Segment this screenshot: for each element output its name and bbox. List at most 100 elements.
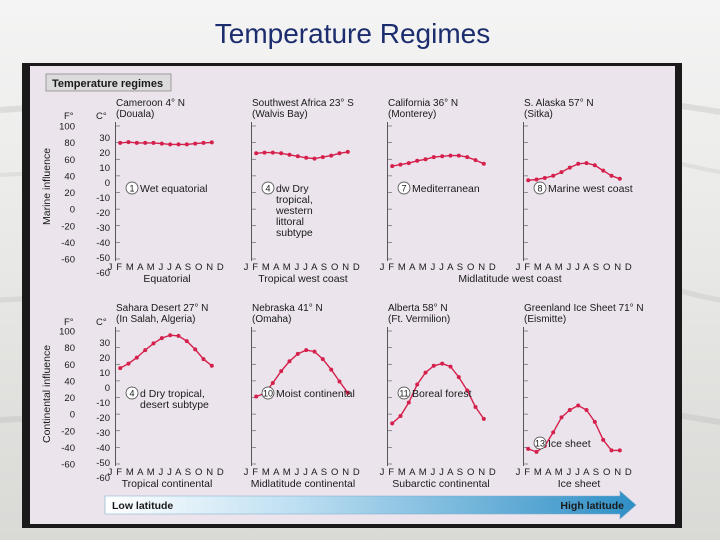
c-tick-label: -30 [96,428,110,439]
climate-number: 8 [537,184,542,194]
station-place: (In Salah, Algeria) [116,314,196,325]
row-label-continental: Continental influence [41,345,53,443]
climate-label: Marine west coast [548,183,633,195]
data-point [312,349,317,354]
data-point [201,357,206,362]
data-point [287,359,292,364]
climate-badge [261,181,275,195]
axis-ticks: 100806040200-20-40-603020100-10-20-30-40… [59,122,110,484]
station-name: Cameroon 4° N [116,98,185,109]
climate-badge [533,181,547,195]
month-labels: J F M A M J J A S O N D [380,467,497,478]
temperature-curve [528,162,621,181]
f-tick-label: -40 [61,238,75,249]
month-labels: J F M A M J J A S O N D [244,262,361,273]
f-tick-label: 60 [64,360,75,371]
data-point [320,155,325,160]
data-point [168,333,173,338]
climograph-panel: Sahara Desert 27° N(In Salah, Algeria) J … [108,303,225,478]
climate-label: Moist continental [276,388,355,400]
data-point [576,403,581,408]
f-tick-label: -40 [61,443,75,454]
group-label-tropical-cont: Tropical continental [122,478,213,490]
data-point [601,437,606,442]
data-point [406,400,411,405]
data-point [415,158,420,163]
f-tick-label: 0 [70,410,75,421]
data-point [304,155,309,160]
month-labels: J F M A M J J A S O N D [108,262,225,273]
data-point [481,416,486,421]
c-tick-label: -40 [96,443,110,454]
climate-badge [125,181,139,195]
data-point [617,176,622,181]
climate-badge [397,181,411,195]
data-point [448,153,453,158]
chart-panels: Cameroon 4° N(Douala) J F M A M J J A S O… [108,98,644,478]
data-point [287,152,292,157]
group-label-midlat-cont: Midlatitude continental [251,478,355,490]
data-point [184,142,189,147]
climograph-panel: Nebraska 41° N(Omaha) J F M A M J J A S O… [244,303,361,478]
f-tick-label: 100 [59,122,75,133]
data-point [126,140,131,145]
group-label-equatorial: Equatorial [143,273,190,285]
month-labels: J F M A M J J A S O N D [244,467,361,478]
climate-label: littoral [276,216,304,228]
data-point [193,347,198,352]
unit-c-bottom: C° [96,317,107,328]
climograph-panel: California 36° N(Monterey) J F M A M J J … [380,98,496,273]
station-place: (Eismitte) [524,314,566,325]
data-point [398,414,403,418]
temperature-curve [120,141,212,146]
climate-label: Ice sheet [548,438,591,450]
climograph-panel: S. Alaska 57° N(Sitka) J F M A M J J A S … [516,98,633,273]
station-place: (Sitka) [524,109,553,120]
f-tick-label: 80 [64,343,75,354]
data-point [576,161,581,166]
data-point [559,170,564,175]
climate-label: d Dry tropical, [140,388,205,400]
c-tick-label: -40 [96,238,110,249]
data-point [465,388,470,393]
climate-badge [261,386,275,400]
data-point [592,163,597,168]
data-point [345,149,350,154]
figure-title: Temperature regimes [52,78,163,90]
c-tick-label: -20 [96,413,110,424]
climate-number: 4 [129,389,134,399]
data-point [312,156,317,161]
latitude-arrow: Low latitude High latitude [104,490,637,520]
data-point [423,157,428,162]
data-point [209,363,214,368]
group-label-midlat-west: Midlatitude west coast [458,273,561,285]
data-point [456,153,461,158]
climate-badge [533,436,547,450]
f-tick-label: 60 [64,155,75,166]
data-point [279,151,284,156]
data-point [617,448,622,453]
f-tick-label: 100 [59,327,75,338]
data-point [134,140,139,145]
data-point [559,415,564,420]
data-point [551,173,556,178]
data-point [143,140,148,145]
c-tick-label: 20 [99,148,110,159]
f-tick-label: 20 [64,393,75,404]
c-tick-label: -60 [96,473,110,484]
climate-label: dw Dry [276,183,309,195]
data-point [329,367,334,372]
data-point [609,448,614,453]
station-name: Greenland Ice Sheet 71° N [524,303,644,314]
station-place: (Ft. Vermilion) [388,314,450,325]
data-point [262,150,267,155]
temperature-curve [256,151,348,160]
slide-title: Temperature Regimes [214,18,491,49]
month-labels: J F M A M J J A S O N D [108,467,225,478]
data-point [176,333,181,338]
data-point [134,355,139,360]
month-labels: J F M A M J J A S O N D [516,262,633,273]
climate-label: Mediterranean [412,183,480,195]
data-point [329,153,334,158]
climograph-panel: Alberta 58° N(Ft. Vermilion) J F M A M J … [380,303,497,478]
